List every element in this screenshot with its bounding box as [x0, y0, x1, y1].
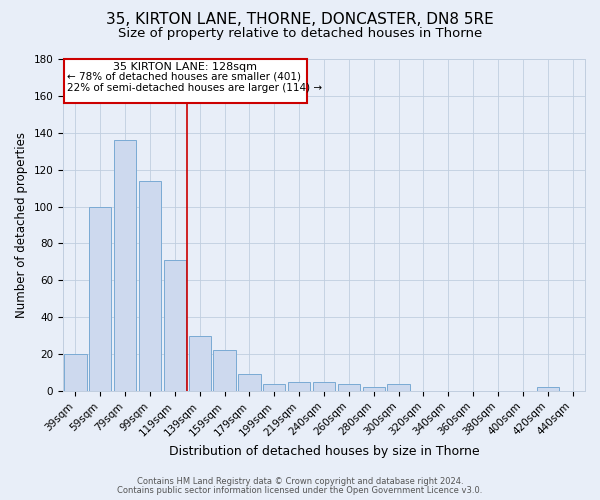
Text: Contains HM Land Registry data © Crown copyright and database right 2024.: Contains HM Land Registry data © Crown c…	[137, 478, 463, 486]
Bar	[362, 388, 385, 391]
Bar	[214, 350, 236, 391]
Bar	[114, 140, 136, 391]
Bar	[263, 384, 286, 391]
Bar	[89, 206, 112, 391]
X-axis label: Distribution of detached houses by size in Thorne: Distribution of detached houses by size …	[169, 444, 479, 458]
Bar	[139, 180, 161, 391]
Bar	[536, 388, 559, 391]
Text: Size of property relative to detached houses in Thorne: Size of property relative to detached ho…	[118, 28, 482, 40]
Text: 22% of semi-detached houses are larger (114) →: 22% of semi-detached houses are larger (…	[67, 83, 322, 93]
Bar	[288, 382, 310, 391]
Bar	[338, 384, 360, 391]
Text: 35 KIRTON LANE: 128sqm: 35 KIRTON LANE: 128sqm	[113, 62, 257, 72]
Bar	[238, 374, 260, 391]
Y-axis label: Number of detached properties: Number of detached properties	[15, 132, 28, 318]
FancyBboxPatch shape	[64, 59, 307, 104]
Bar	[64, 354, 86, 391]
Text: ← 78% of detached houses are smaller (401): ← 78% of detached houses are smaller (40…	[67, 72, 301, 82]
Bar	[164, 260, 186, 391]
Bar	[388, 384, 410, 391]
Bar	[313, 382, 335, 391]
Text: Contains public sector information licensed under the Open Government Licence v3: Contains public sector information licen…	[118, 486, 482, 495]
Bar	[188, 336, 211, 391]
Text: 35, KIRTON LANE, THORNE, DONCASTER, DN8 5RE: 35, KIRTON LANE, THORNE, DONCASTER, DN8 …	[106, 12, 494, 28]
